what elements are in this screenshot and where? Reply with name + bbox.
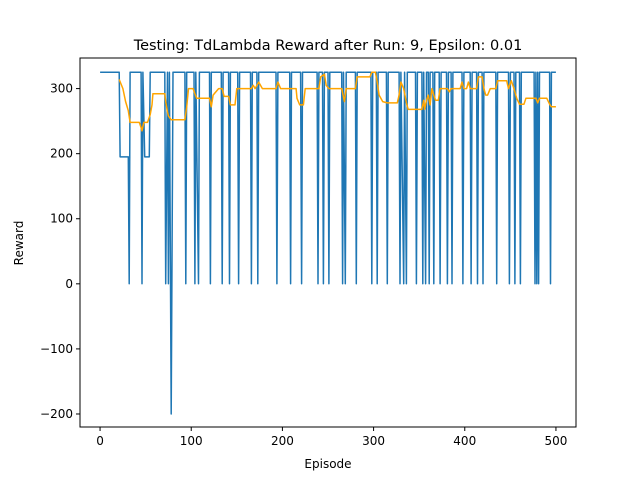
x-tick-label: 300 xyxy=(362,434,385,448)
x-axis-ticks: 0 100 200 300 400 500 xyxy=(96,427,567,448)
series-line-1 xyxy=(118,71,556,132)
y-axis-label: Reward xyxy=(12,221,26,266)
y-tick-label: 300 xyxy=(50,82,73,96)
axes-frame xyxy=(79,57,577,428)
y-axis-ticks: −200 −100 0 100 200 300 xyxy=(40,82,80,421)
plot-area xyxy=(100,71,556,415)
chart-title: Testing: TdLambda Reward after Run: 9, E… xyxy=(133,38,523,54)
x-tick-label: 400 xyxy=(453,434,476,448)
y-tick-label: −100 xyxy=(40,342,73,356)
y-tick-label: −200 xyxy=(40,407,73,421)
x-tick-label: 0 xyxy=(96,434,104,448)
x-axis-label: Episode xyxy=(304,457,351,471)
series-line-0 xyxy=(100,71,556,415)
y-tick-label: 200 xyxy=(50,147,73,161)
x-tick-label: 200 xyxy=(271,434,294,448)
x-tick-label: 100 xyxy=(180,434,203,448)
x-tick-label: 500 xyxy=(544,434,567,448)
y-tick-label: 100 xyxy=(50,212,73,226)
y-tick-label: 0 xyxy=(65,277,73,291)
